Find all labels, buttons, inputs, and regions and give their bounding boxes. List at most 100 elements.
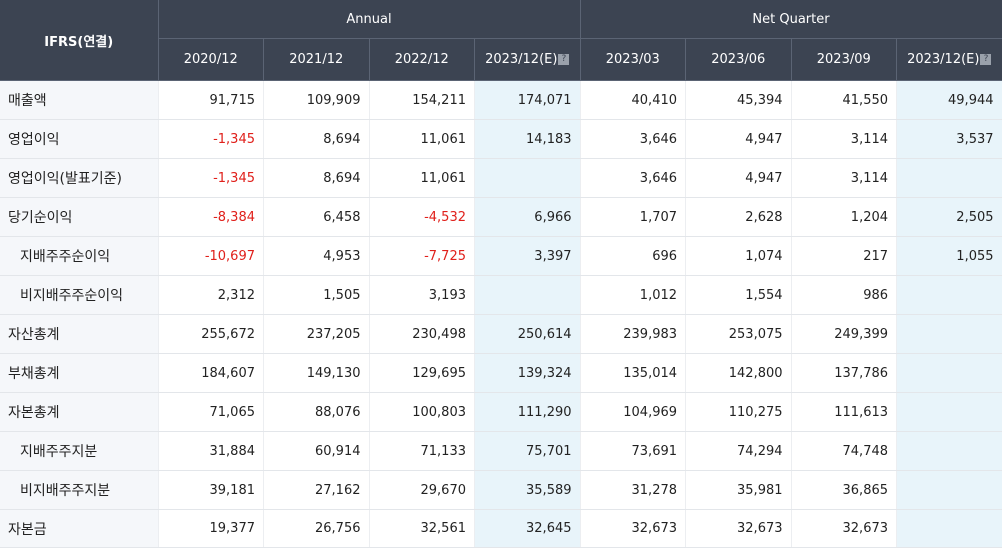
table-cell: [474, 275, 581, 315]
table-cell: 45,394: [685, 80, 792, 120]
table-cell: [474, 158, 581, 198]
row-label: 영업이익: [0, 119, 159, 159]
table-cell: -7,725: [369, 236, 475, 276]
table-cell: 104,969: [580, 392, 687, 432]
table-cell: 3,646: [580, 158, 687, 198]
table-cell: 142,800: [685, 353, 792, 393]
table-row: 자산총계 255,672 237,205 230,498 250,614 239,983 2…: [0, 314, 1002, 354]
table-cell: 71,065: [158, 392, 264, 432]
table-cell: 239,983: [580, 314, 687, 354]
period-header: 2023/09: [791, 38, 898, 81]
period-header: 2023/06: [685, 38, 792, 81]
table-cell: 249,399: [791, 314, 898, 354]
table-cell: 29,670: [369, 470, 475, 510]
table-cell: 32,673: [791, 509, 898, 548]
table-cell: 11,061: [369, 119, 475, 159]
table-cell: 696: [580, 236, 687, 276]
table-cell: [896, 275, 1002, 315]
table-cell: [896, 470, 1002, 510]
table-cell: 1,707: [580, 197, 687, 237]
table-cell: [896, 353, 1002, 393]
table-row: 매출액 91,715 109,909 154,211 174,071 40,410 45,3…: [0, 80, 1002, 120]
table-cell: 109,909: [263, 80, 370, 120]
row-label: 자본총계: [0, 392, 159, 432]
table-cell: 75,701: [474, 431, 581, 471]
period-header: 2022/12: [369, 38, 475, 81]
period-header: 2021/12: [263, 38, 370, 81]
table-cell: 1,554: [685, 275, 792, 315]
table-row: 지배주주순이익 -10,697 4,953 -7,725 3,397 696 1,074 21…: [0, 236, 1002, 276]
table-cell: 91,715: [158, 80, 264, 120]
table-cell: [896, 509, 1002, 548]
table-cell: -1,345: [158, 158, 264, 198]
table-cell: 73,691: [580, 431, 687, 471]
table-cell: 2,505: [896, 197, 1002, 237]
table-row: 영업이익 -1,345 8,694 11,061 14,183 3,646 4,947 3,1…: [0, 119, 1002, 159]
table-cell: 27,162: [263, 470, 370, 510]
table-cell: 26,756: [263, 509, 370, 548]
table-cell: 8,694: [263, 158, 370, 198]
table-row: 영업이익(발표기준) -1,345 8,694 11,061 3,646 4,947 3,1…: [0, 158, 1002, 198]
table-cell: -4,532: [369, 197, 475, 237]
info-icon[interactable]: ?: [558, 54, 570, 65]
table-cell: 110,275: [685, 392, 792, 432]
table-cell: 35,589: [474, 470, 581, 510]
table-cell: 8,694: [263, 119, 370, 159]
row-label: 지배주주순이익: [0, 236, 159, 276]
table-cell: 32,673: [685, 509, 792, 548]
table-cell: 32,673: [580, 509, 687, 548]
table-cell: 88,076: [263, 392, 370, 432]
table-cell: 39,181: [158, 470, 264, 510]
table-cell: 250,614: [474, 314, 581, 354]
table-cell: 986: [791, 275, 898, 315]
table-row: 비지배주주순이익 2,312 1,505 3,193 1,012 1,554 986: [0, 275, 1002, 315]
table-row: 자본총계 71,065 88,076 100,803 111,290 104,969 110…: [0, 392, 1002, 432]
table-cell: 71,133: [369, 431, 475, 471]
table-cell: 49,944: [896, 80, 1002, 120]
table-cell: 217: [791, 236, 898, 276]
table-cell: 139,324: [474, 353, 581, 393]
row-label: 자산총계: [0, 314, 159, 354]
table-cell: [896, 158, 1002, 198]
period-header: 2020/12: [158, 38, 264, 81]
table-cell: 1,505: [263, 275, 370, 315]
table-cell: 1,074: [685, 236, 792, 276]
table-cell: 129,695: [369, 353, 475, 393]
table-row: 자본금 19,377 26,756 32,561 32,645 32,673 32,673 3…: [0, 509, 1002, 548]
table-row: 당기순이익 -8,384 6,458 -4,532 6,966 1,707 2,628 1,2…: [0, 197, 1002, 237]
table-cell: 135,014: [580, 353, 687, 393]
table-cell: 19,377: [158, 509, 264, 548]
table-cell: 4,947: [685, 158, 792, 198]
table-cell: 3,114: [791, 119, 898, 159]
row-label: 당기순이익: [0, 197, 159, 237]
table-cell: 1,204: [791, 197, 898, 237]
table-cell: 31,278: [580, 470, 687, 510]
table-cell: 154,211: [369, 80, 475, 120]
table-cell: 253,075: [685, 314, 792, 354]
table-cell: 35,981: [685, 470, 792, 510]
table-cell: 230,498: [369, 314, 475, 354]
table-cell: [896, 431, 1002, 471]
table-cell: -1,345: [158, 119, 264, 159]
table-cell: 149,130: [263, 353, 370, 393]
table-cell: 60,914: [263, 431, 370, 471]
table-cell: 31,884: [158, 431, 264, 471]
table-cell: 111,613: [791, 392, 898, 432]
table-cell: 6,966: [474, 197, 581, 237]
row-label: 비지배주주지분: [0, 470, 159, 510]
table-cell: 174,071: [474, 80, 581, 120]
table-body: 매출액 91,715 109,909 154,211 174,071 40,410 45,3…: [0, 80, 1002, 548]
table-row: 비지배주주지분 39,181 27,162 29,670 35,589 31,278 35,…: [0, 470, 1002, 510]
row-label: 자본금: [0, 509, 159, 548]
period-header-estimate: 2023/12(E)?: [474, 38, 581, 81]
table-cell: 32,645: [474, 509, 581, 548]
info-icon[interactable]: ?: [980, 54, 992, 65]
table-cell: 74,748: [791, 431, 898, 471]
table-cell: 4,947: [685, 119, 792, 159]
table-cell: 32,561: [369, 509, 475, 548]
period-header-estimate: 2023/12(E)?: [896, 38, 1002, 81]
table-cell: 3,537: [896, 119, 1002, 159]
table-cell: 3,397: [474, 236, 581, 276]
table-cell: 2,628: [685, 197, 792, 237]
